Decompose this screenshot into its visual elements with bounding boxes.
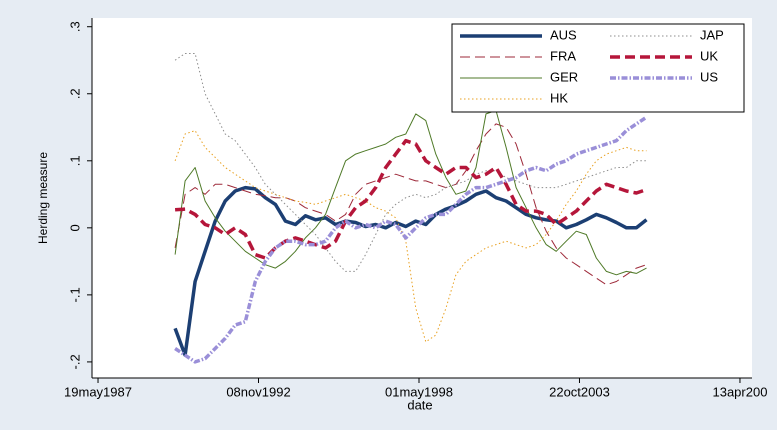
x-tick-label: 08nov1992	[226, 384, 290, 399]
legend-label: US	[700, 69, 718, 84]
legend-label: AUS	[550, 27, 577, 42]
series-line	[173, 185, 648, 357]
series-line	[174, 123, 647, 286]
series-line	[174, 130, 647, 343]
x-tick-label: 22oct2003	[549, 384, 610, 399]
x-tick-label: 19may1987	[64, 384, 132, 399]
y-tick-label: .1	[67, 155, 82, 166]
y-tick-label: -.2	[67, 354, 82, 369]
x-axis-label: date	[407, 397, 432, 412]
series-line	[174, 115, 648, 364]
legend-label: GER	[550, 69, 578, 84]
x-tick-label: 13apr200	[712, 384, 767, 399]
y-axis-label: Herding measure	[36, 152, 50, 244]
legend-label: FRA	[550, 48, 576, 63]
series-line	[174, 110, 647, 276]
legend-box	[451, 23, 745, 113]
x-tick-label: 01may1998	[385, 384, 453, 399]
legend-label: UK	[700, 48, 718, 63]
y-tick-label: 0	[67, 224, 82, 231]
y-tick-label: .2	[67, 88, 82, 99]
y-tick-label: -.1	[67, 287, 82, 302]
y-tick-label: .3	[67, 21, 82, 32]
legend-label: HK	[550, 90, 568, 105]
legend-label: JAP	[700, 27, 724, 42]
